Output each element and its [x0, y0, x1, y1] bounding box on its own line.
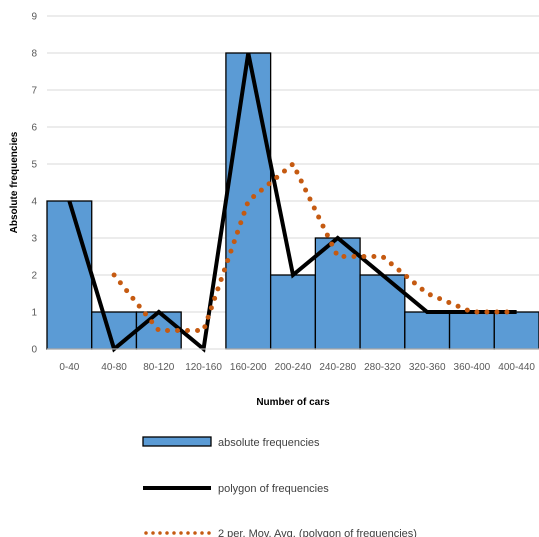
x-tick-400-440: 400-440	[498, 362, 535, 373]
legend-label-0: absolute frequencies	[218, 437, 320, 449]
legend-label-2: 2 per. Mov. Avg. (polygon of frequencies…	[218, 528, 417, 537]
y-tick-4: 4	[31, 197, 37, 208]
x-tick-360-400: 360-400	[454, 362, 491, 373]
x-tick-200-240: 200-240	[275, 362, 312, 373]
y-tick-3: 3	[31, 234, 37, 245]
moving-average-line	[111, 160, 520, 333]
y-axis-title: Absolute frequencies	[9, 131, 20, 233]
lines	[67, 52, 520, 353]
y-tick-0: 0	[31, 345, 37, 356]
y-tick-6: 6	[31, 123, 37, 134]
y-tick-7: 7	[31, 86, 37, 97]
x-axis-title: Number of cars	[256, 397, 330, 408]
polygon-line	[67, 52, 517, 353]
x-tick-320-360: 320-360	[409, 362, 446, 373]
y-tick-2: 2	[31, 271, 37, 282]
y-tick-8: 8	[31, 49, 37, 60]
bar-360-400	[448, 311, 495, 350]
x-tick-40-80: 40-80	[101, 362, 127, 373]
y-tick-labels: 0 1 2 3 4 5 6 7 8 9	[31, 12, 37, 356]
y-tick-5: 5	[31, 160, 37, 171]
legend: absolute frequencies polygon of frequenci…	[142, 436, 417, 537]
x-tick-80-120: 80-120	[143, 362, 175, 373]
legend-swatch-bar	[142, 436, 212, 447]
bar-200-240	[269, 274, 317, 350]
x-tick-labels: 0-40 40-80 80-120 120-160 160-200 200-240 240-…	[59, 362, 535, 373]
x-tick-0-40: 0-40	[59, 362, 79, 373]
y-tick-1: 1	[31, 308, 37, 319]
x-tick-120-160: 120-160	[185, 362, 222, 373]
bar-320-360	[404, 311, 451, 350]
y-tick-9: 9	[31, 12, 37, 23]
legend-label-1: polygon of frequencies	[218, 483, 329, 495]
bar-160-200	[225, 52, 272, 350]
bar-0-40	[46, 200, 93, 350]
bar-400-440	[493, 311, 539, 350]
x-tick-280-320: 280-320	[364, 362, 401, 373]
x-tick-160-200: 160-200	[230, 362, 267, 373]
x-tick-240-280: 240-280	[319, 362, 356, 373]
